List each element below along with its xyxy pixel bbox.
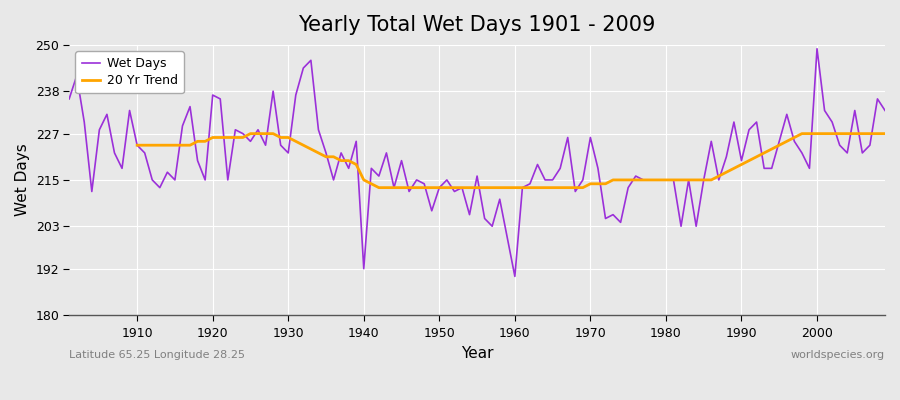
X-axis label: Year: Year xyxy=(461,346,493,361)
Wet Days xyxy=(509,274,520,279)
Wet Days xyxy=(291,93,302,98)
Wet Days xyxy=(124,108,135,113)
Legend: Wet Days, 20 Yr Trend: Wet Days, 20 Yr Trend xyxy=(76,51,184,93)
Title: Yearly Total Wet Days 1901 - 2009: Yearly Total Wet Days 1901 - 2009 xyxy=(299,15,656,35)
20 Yr Trend xyxy=(131,143,142,148)
Wet Days xyxy=(517,185,527,190)
20 Yr Trend xyxy=(283,135,293,140)
Text: worldspecies.org: worldspecies.org xyxy=(791,350,885,360)
20 Yr Trend xyxy=(879,131,890,136)
20 Yr Trend xyxy=(857,131,868,136)
Text: Latitude 65.25 Longitude 28.25: Latitude 65.25 Longitude 28.25 xyxy=(69,350,245,360)
20 Yr Trend xyxy=(245,131,256,136)
20 Yr Trend xyxy=(374,185,384,190)
Wet Days xyxy=(502,235,513,240)
Wet Days xyxy=(608,212,618,217)
Wet Days xyxy=(812,46,823,51)
20 Yr Trend xyxy=(834,131,845,136)
Y-axis label: Wet Days: Wet Days xyxy=(15,144,30,216)
Line: 20 Yr Trend: 20 Yr Trend xyxy=(137,134,885,188)
Wet Days xyxy=(64,96,75,101)
Wet Days xyxy=(336,150,346,155)
20 Yr Trend xyxy=(532,185,543,190)
Wet Days xyxy=(879,108,890,113)
20 Yr Trend xyxy=(592,181,603,186)
Line: Wet Days: Wet Days xyxy=(69,49,885,276)
20 Yr Trend xyxy=(313,150,324,155)
